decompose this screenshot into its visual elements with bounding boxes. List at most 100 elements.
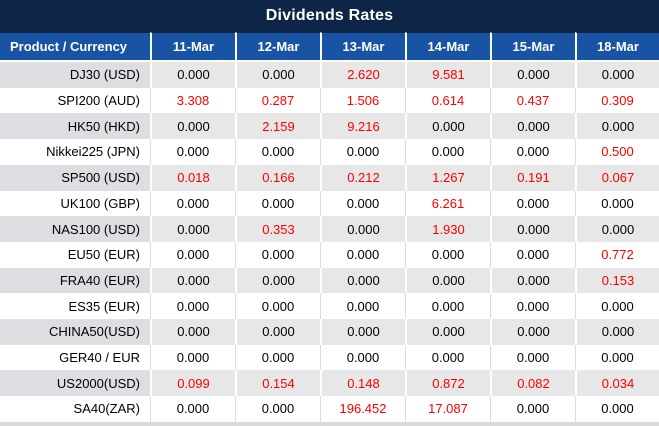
dividend-value-cell: 3.308 (150, 87, 235, 114)
dividend-value-cell: 9.216 (320, 113, 405, 140)
dividend-value-cell: 0.000 (320, 344, 405, 371)
product-label: ES35 (EUR) (0, 293, 150, 320)
dividend-value-cell: 0.000 (575, 396, 659, 422)
dividend-value-cell: 0.000 (235, 319, 320, 345)
product-label: DJ30 (USD) (0, 62, 150, 88)
product-currency-header: Product / Currency (0, 32, 150, 62)
date-column-header: 13-Mar (320, 32, 405, 62)
dividend-value-cell: 0.000 (575, 113, 659, 140)
table-row: ES35 (EUR) 0.000 0.000 0.000 0.000 0.000 0.000 (0, 293, 659, 320)
table-row: Nikkei225 (JPN) 0.000 0.000 0.000 0.000 0.000… (0, 139, 659, 165)
dividend-value-cell: 0.000 (150, 267, 235, 294)
dividend-value-cell: 0.000 (150, 139, 235, 165)
dividend-value-cell: 0.000 (320, 267, 405, 294)
date-column-header: 15-Mar (490, 32, 575, 62)
dividend-value-cell: 0.000 (405, 241, 490, 268)
dividend-value-cell: 0.148 (320, 370, 405, 397)
product-label: UK100 (GBP) (0, 190, 150, 217)
dividend-value-cell: 0.000 (405, 319, 490, 345)
dividend-value-cell: 0.000 (405, 267, 490, 294)
dividend-value-cell: 0.000 (575, 319, 659, 345)
dividend-value-cell: 0.000 (235, 190, 320, 217)
dividend-value-cell: 0.000 (490, 396, 575, 422)
dividend-value-cell: 0.437 (490, 87, 575, 114)
dividend-value-cell: 0.000 (150, 344, 235, 371)
dividend-value-cell: 1.267 (405, 164, 490, 191)
table-row: EU50 (EUR) 0.000 0.000 0.000 0.000 0.000 0.772 (0, 241, 659, 268)
title-bar: Dividends Rates (0, 0, 659, 32)
table-row: SA40(ZAR) 0.000 0.000 196.452 17.087 0.000 0.0… (0, 396, 659, 422)
product-label: SA40(ZAR) (0, 396, 150, 422)
dividend-value-cell: 2.620 (320, 62, 405, 88)
dividend-value-cell: 0.000 (150, 62, 235, 88)
dividend-value-cell: 0.000 (320, 319, 405, 345)
dividend-value-cell: 0.000 (490, 344, 575, 371)
dividend-value-cell: 0.000 (235, 267, 320, 294)
dividend-value-cell: 1.506 (320, 87, 405, 114)
dividend-value-cell: 0.153 (575, 267, 659, 294)
dividend-value-cell: 0.000 (405, 113, 490, 140)
date-column-header: 14-Mar (405, 32, 490, 62)
dividend-value-cell: 0.000 (150, 396, 235, 422)
dividend-value-cell: 0.000 (320, 241, 405, 268)
dividend-value-cell: 6.261 (405, 190, 490, 217)
product-label: CHINA50(USD) (0, 319, 150, 345)
dividends-table: Product / Currency 11-Mar 12-Mar 13-Mar … (0, 32, 659, 422)
table-row: NAS100 (USD) 0.000 0.353 0.000 1.930 0.000 0.0… (0, 216, 659, 242)
product-label: NAS100 (USD) (0, 216, 150, 242)
product-label: EU50 (EUR) (0, 241, 150, 268)
dividend-value-cell: 0.000 (490, 241, 575, 268)
dividend-value-cell: 0.154 (235, 370, 320, 397)
page-title: Dividends Rates (265, 7, 394, 24)
dividend-value-cell: 0.000 (490, 139, 575, 165)
table-row: US2000(USD) 0.099 0.154 0.148 0.872 0.082 0.03… (0, 370, 659, 397)
dividend-value-cell: 0.000 (150, 319, 235, 345)
dividend-value-cell: 0.000 (320, 216, 405, 242)
table-row: SPI200 (AUD) 3.308 0.287 1.506 0.614 0.437 0.3… (0, 87, 659, 114)
dividend-value-cell: 1.930 (405, 216, 490, 242)
product-label: SPI200 (AUD) (0, 87, 150, 114)
dividend-value-cell: 0.082 (490, 370, 575, 397)
dividend-value-cell: 0.018 (150, 164, 235, 191)
product-label: Nikkei225 (JPN) (0, 139, 150, 165)
table-row: FRA40 (EUR) 0.000 0.000 0.000 0.000 0.000 0.15… (0, 267, 659, 294)
dividend-value-cell: 0.000 (150, 293, 235, 320)
dividend-value-cell: 0.000 (575, 216, 659, 242)
dividend-value-cell: 0.166 (235, 164, 320, 191)
dividend-value-cell: 0.614 (405, 87, 490, 114)
dividend-value-cell: 0.287 (235, 87, 320, 114)
dividend-value-cell: 0.000 (320, 190, 405, 217)
dividend-value-cell: 0.872 (405, 370, 490, 397)
dividend-value-cell: 0.309 (575, 87, 659, 114)
dividend-value-cell: 0.000 (490, 293, 575, 320)
dividend-value-cell: 0.000 (235, 139, 320, 165)
dividend-value-cell: 0.000 (320, 293, 405, 320)
dividend-value-cell: 0.000 (490, 267, 575, 294)
dividend-value-cell: 0.500 (575, 139, 659, 165)
product-label: HK50 (HKD) (0, 113, 150, 140)
dividend-value-cell: 0.000 (235, 241, 320, 268)
dividend-value-cell: 0.000 (405, 344, 490, 371)
dividend-value-cell: 0.000 (235, 293, 320, 320)
dividend-value-cell: 0.000 (405, 293, 490, 320)
dividend-value-cell: 17.087 (405, 396, 490, 422)
date-column-header: 11-Mar (150, 32, 235, 62)
dividend-value-cell: 0.000 (235, 344, 320, 371)
dividend-value-cell: 0.353 (235, 216, 320, 242)
table-row: SP500 (USD) 0.018 0.166 0.212 1.267 0.191 0.06… (0, 164, 659, 191)
dividend-value-cell: 2.159 (235, 113, 320, 140)
dividend-value-cell: 0.000 (405, 139, 490, 165)
product-label: US2000(USD) (0, 370, 150, 397)
dividend-value-cell: 0.212 (320, 164, 405, 191)
dividend-value-cell: 0.000 (575, 62, 659, 88)
table-row: CHINA50(USD) 0.000 0.000 0.000 0.000 0.000 0.0… (0, 319, 659, 345)
dividend-value-cell: 0.000 (320, 139, 405, 165)
dividend-value-cell: 0.000 (235, 62, 320, 88)
dividend-value-cell: 0.000 (490, 190, 575, 217)
dividend-value-cell: 0.034 (575, 370, 659, 397)
date-column-header: 12-Mar (235, 32, 320, 62)
date-column-header: 18-Mar (575, 32, 659, 62)
dividend-value-cell: 0.000 (575, 293, 659, 320)
footer-strip (0, 421, 659, 426)
